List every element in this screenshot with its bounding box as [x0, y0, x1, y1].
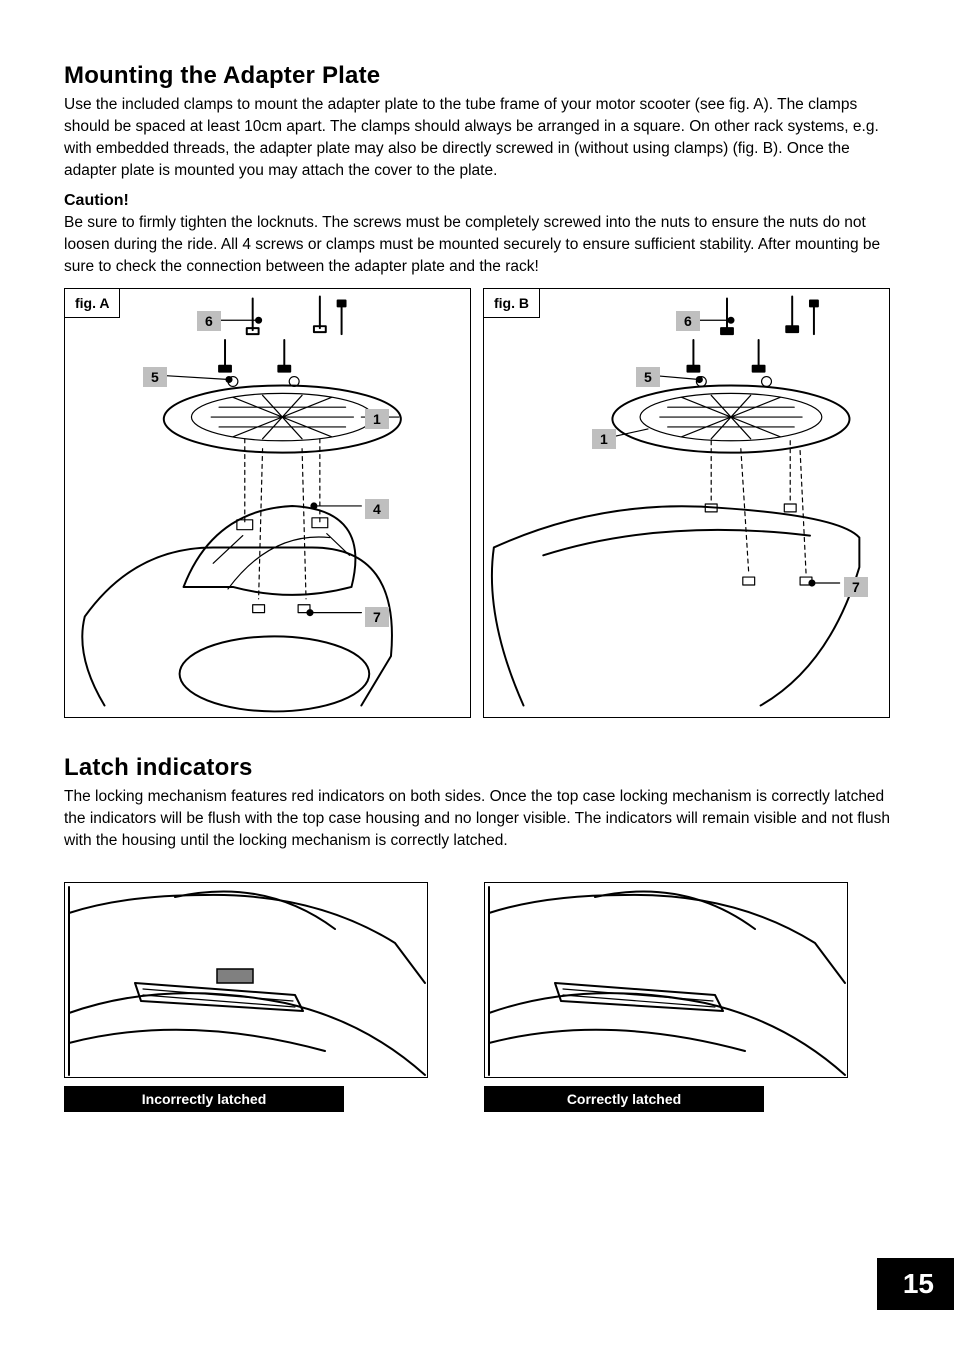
figure-a-callout: 1 [365, 409, 389, 429]
figure-b-diagram [484, 289, 889, 717]
latch-correct-figure [484, 882, 848, 1078]
latch-incorrect-label: Incorrectly latched [64, 1086, 344, 1112]
heading-mounting: Mounting the Adapter Plate [64, 62, 890, 90]
figure-a-title: fig. A [65, 289, 120, 318]
latch-row: Incorrectly latched [64, 882, 890, 1112]
page-number: 15 [877, 1258, 954, 1310]
figure-b-callout: 5 [636, 367, 660, 387]
heading-latch: Latch indicators [64, 754, 890, 782]
paragraph-latch: The locking mechanism features red indic… [64, 786, 890, 852]
figure-b-callout: 1 [592, 429, 616, 449]
figure-row: fig. A [64, 288, 890, 718]
figure-b-title: fig. B [484, 289, 540, 318]
figure-a-diagram [65, 289, 470, 717]
caution-label: Caution! [64, 192, 890, 210]
figure-b-callout: 6 [676, 311, 700, 331]
latch-correct-label: Correctly latched [484, 1086, 764, 1112]
figure-a-callout: 5 [143, 367, 167, 387]
manual-page: Mounting the Adapter Plate Use the inclu… [0, 0, 954, 1354]
latch-incorrect: Incorrectly latched [64, 882, 428, 1112]
figure-b-callout: 7 [844, 577, 868, 597]
figure-a: fig. A [64, 288, 471, 718]
figure-b: fig. B [483, 288, 890, 718]
figure-a-callout: 7 [365, 607, 389, 627]
figure-a-callout: 6 [197, 311, 221, 331]
latch-correct: Correctly latched [484, 882, 848, 1112]
caution-text: Be sure to firmly tighten the locknuts. … [64, 212, 890, 278]
paragraph-mounting: Use the included clamps to mount the ada… [64, 94, 890, 182]
latch-incorrect-figure [64, 882, 428, 1078]
figure-a-callout: 4 [365, 499, 389, 519]
